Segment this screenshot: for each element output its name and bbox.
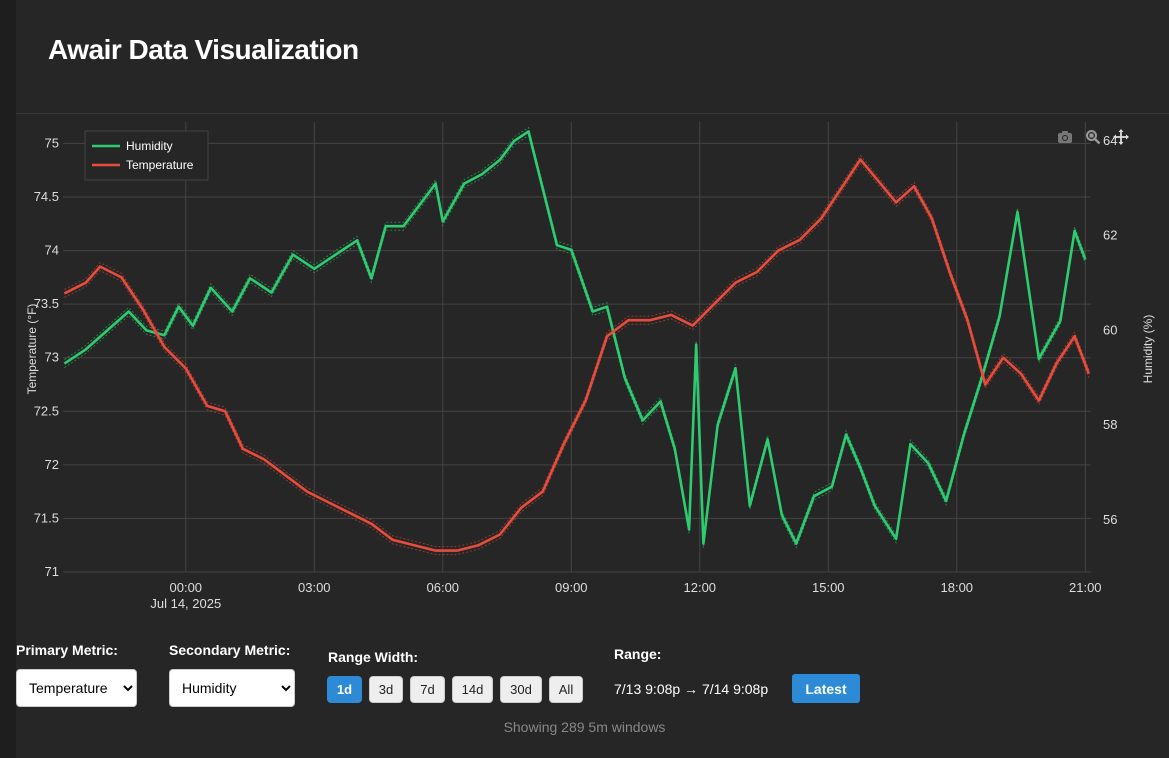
y-right-axis-title: Humidity (%) bbox=[1141, 315, 1155, 384]
y-right-tick-label: 58 bbox=[1103, 417, 1117, 432]
series-band-lower bbox=[64, 162, 1090, 556]
range-text: 7/13 9:08p → 7/14 9:08p bbox=[614, 681, 769, 697]
chart-modebar bbox=[1055, 128, 1131, 146]
series-line-temperature bbox=[63, 158, 1091, 552]
legend-box bbox=[84, 130, 209, 181]
page-title: Awair Data Visualization bbox=[48, 34, 359, 65]
camera-icon[interactable] bbox=[1055, 128, 1075, 146]
latest-button[interactable]: Latest bbox=[792, 674, 860, 703]
legend-label: Humidity bbox=[126, 139, 173, 153]
y-left-tick-label: 74 bbox=[45, 243, 59, 258]
status-text: Showing 289 5m windows bbox=[503, 719, 666, 735]
x-tick-label: 00:00 bbox=[170, 580, 203, 595]
zoom-icon[interactable] bbox=[1083, 128, 1103, 146]
y-right-tick-label: 60 bbox=[1103, 322, 1117, 337]
pan-icon[interactable] bbox=[1111, 128, 1131, 146]
primary-metric-select[interactable]: Temperature bbox=[16, 669, 137, 707]
y-left-tick-label: 72.5 bbox=[34, 403, 59, 418]
series-band-upper bbox=[64, 126, 1086, 541]
x-tick-label: 09:00 bbox=[555, 580, 588, 595]
range-width-label: Range Width: bbox=[328, 649, 419, 665]
y-left-tick-label: 74.5 bbox=[34, 189, 59, 204]
y-left-tick-label: 71 bbox=[45, 564, 59, 579]
range-1d-button[interactable]: 1d bbox=[327, 676, 362, 703]
legend-label: Temperature bbox=[126, 158, 194, 172]
header-divider bbox=[16, 113, 1169, 114]
y-left-tick-label: 72 bbox=[45, 457, 59, 472]
secondary-metric-select[interactable]: Humidity bbox=[169, 669, 295, 707]
y-left-tick-label: 71.5 bbox=[34, 510, 59, 525]
y-left-tick-label: 73 bbox=[45, 350, 59, 365]
range-30d-button[interactable]: 30d bbox=[500, 676, 542, 703]
chart-area[interactable]: 00:00 Jul 14, 2025 03:00 06:00 09:00 12:00 15:… bbox=[16, 114, 1169, 614]
y-right-tick-label: 62 bbox=[1103, 228, 1117, 243]
x-tick-label: 18:00 bbox=[941, 580, 974, 595]
series-band-upper bbox=[64, 154, 1090, 548]
x-tick-label: 06:00 bbox=[427, 580, 460, 595]
y-left-axis-title: Temperature (°F) bbox=[25, 304, 39, 395]
x-date-label: Jul 14, 2025 bbox=[150, 596, 221, 611]
y-right-tick-label: 56 bbox=[1103, 512, 1117, 527]
y-left-tick-label: 73.5 bbox=[34, 296, 59, 311]
x-tick-label: 15:00 bbox=[812, 580, 845, 595]
x-tick-label: 12:00 bbox=[684, 580, 717, 595]
range-all-button[interactable]: All bbox=[549, 676, 583, 703]
range-3d-button[interactable]: 3d bbox=[369, 676, 403, 703]
y-left-tick-label: 75 bbox=[45, 135, 59, 150]
x-tick-label: 03:00 bbox=[298, 580, 331, 595]
series-line-humidity bbox=[63, 130, 1087, 545]
primary-metric-label: Primary Metric: bbox=[16, 642, 118, 658]
range-label: Range: bbox=[614, 646, 662, 662]
range-14d-button[interactable]: 14d bbox=[452, 676, 493, 703]
secondary-metric-label: Secondary Metric: bbox=[169, 642, 291, 658]
x-tick-label: 21:00 bbox=[1069, 580, 1102, 595]
range-7d-button[interactable]: 7d bbox=[410, 676, 445, 703]
